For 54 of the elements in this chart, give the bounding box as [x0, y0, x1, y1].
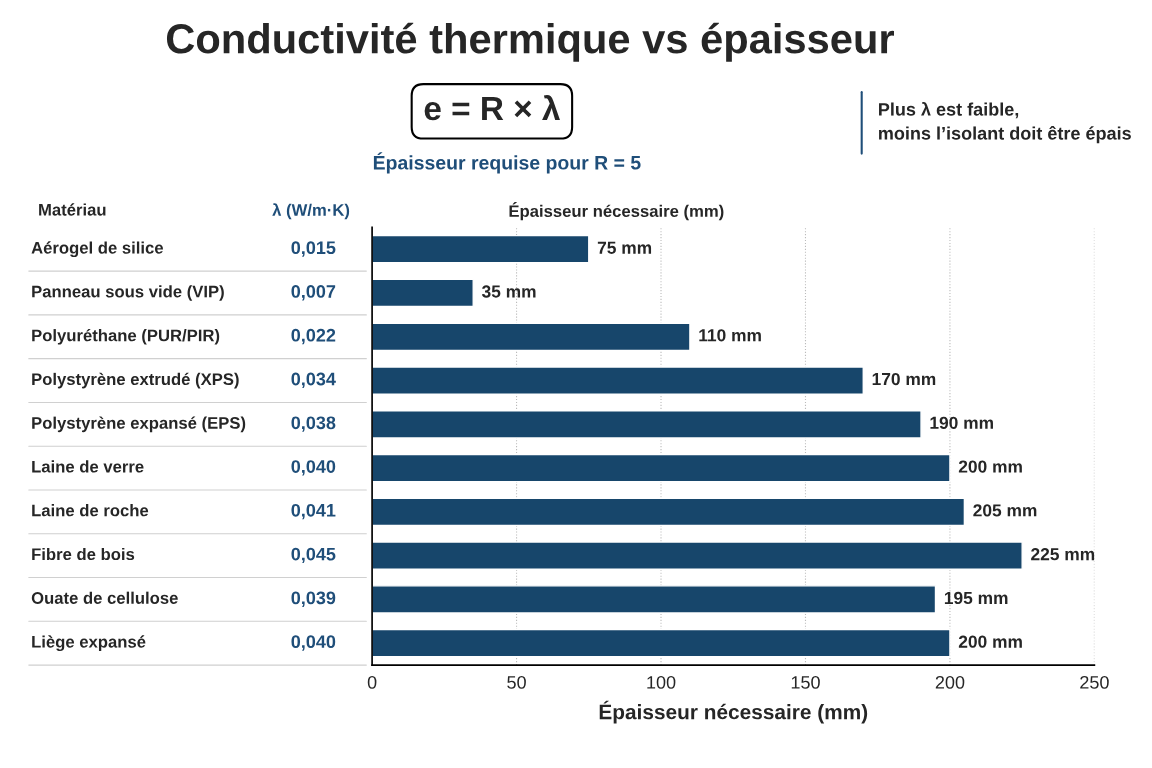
- bar: [372, 541, 1023, 570]
- y2-tick-label: 0,022: [291, 328, 336, 345]
- y2-tick-label: 0,045: [291, 547, 336, 564]
- x-tick-label: 150: [791, 675, 820, 689]
- text: λ (W/m·K): [272, 203, 350, 220]
- bar: [372, 497, 966, 527]
- y-tick-label: Fibre de bois: [32, 547, 135, 561]
- y-tick-label: Ouate de cellulose: [31, 591, 178, 604]
- bar: [372, 410, 922, 439]
- text: Plus λ est faible, moins l’isolant doit être épais: [879, 102, 1131, 144]
- bar: [372, 366, 864, 395]
- y2-tick-label: 0,007: [291, 285, 336, 301]
- x-tick-label: 250: [1080, 675, 1109, 689]
- bar: [372, 628, 951, 658]
- y-tick-label: Aérogel de silice: [31, 241, 163, 258]
- bar: [372, 234, 590, 264]
- y-tick-label: Laine de verre: [32, 460, 144, 473]
- chart-title: Conductivité thermique vs épaisseur: [166, 22, 894, 62]
- text: Épaisseur requise pour R = 5: [373, 152, 641, 174]
- y-tick-label: Polyuréthane (PUR/PIR): [32, 328, 220, 345]
- data-label: 200 mm: [958, 635, 1022, 648]
- data-label: 75 mm: [597, 241, 652, 254]
- data-label: 200 mm: [958, 460, 1022, 473]
- text: Épaisseur nécessaire (mm): [509, 202, 724, 221]
- data-label: 225 mm: [1031, 548, 1095, 561]
- y2-tick-label: 0,041: [291, 503, 336, 520]
- bar: [372, 453, 951, 483]
- x-tick-label: 0: [367, 675, 377, 689]
- y2-tick-label: 0,040: [291, 460, 336, 476]
- data-label: 205 mm: [973, 504, 1037, 517]
- data-label: 170 mm: [872, 372, 936, 386]
- x-tick-label: 200: [935, 675, 965, 689]
- data-label: 190 mm: [930, 416, 993, 429]
- y-tick-label: Panneau sous vide (VIP): [32, 285, 224, 301]
- x-axis-title: Épaisseur nécessaire (mm): [599, 700, 868, 724]
- y-tick-label: Polystyrène expansé (EPS): [32, 416, 246, 433]
- x-tick-label: 50: [507, 675, 526, 689]
- y2-tick-label: 0,039: [291, 591, 336, 607]
- text: Matériau: [39, 203, 106, 216]
- data-label: 35 mm: [481, 285, 536, 298]
- bar: [372, 278, 474, 308]
- bar: [372, 585, 937, 614]
- y2-tick-label: 0,034: [291, 372, 336, 389]
- y-tick-label: Polystyrène extrudé (XPS): [32, 372, 239, 389]
- x-tick-label: 100: [647, 675, 676, 689]
- chart-subtitle: e = R × λ: [424, 94, 560, 121]
- data-label: 195 mm: [944, 591, 1008, 605]
- data-label: 110 mm: [699, 329, 761, 342]
- y2-tick-label: 0,040: [291, 635, 336, 651]
- y2-tick-label: 0,038: [291, 416, 336, 432]
- y-tick-label: Liège expansé: [32, 635, 146, 652]
- y-tick-label: Laine de roche: [32, 504, 149, 517]
- y2-tick-label: 0,015: [291, 241, 336, 257]
- bar: [372, 322, 691, 352]
